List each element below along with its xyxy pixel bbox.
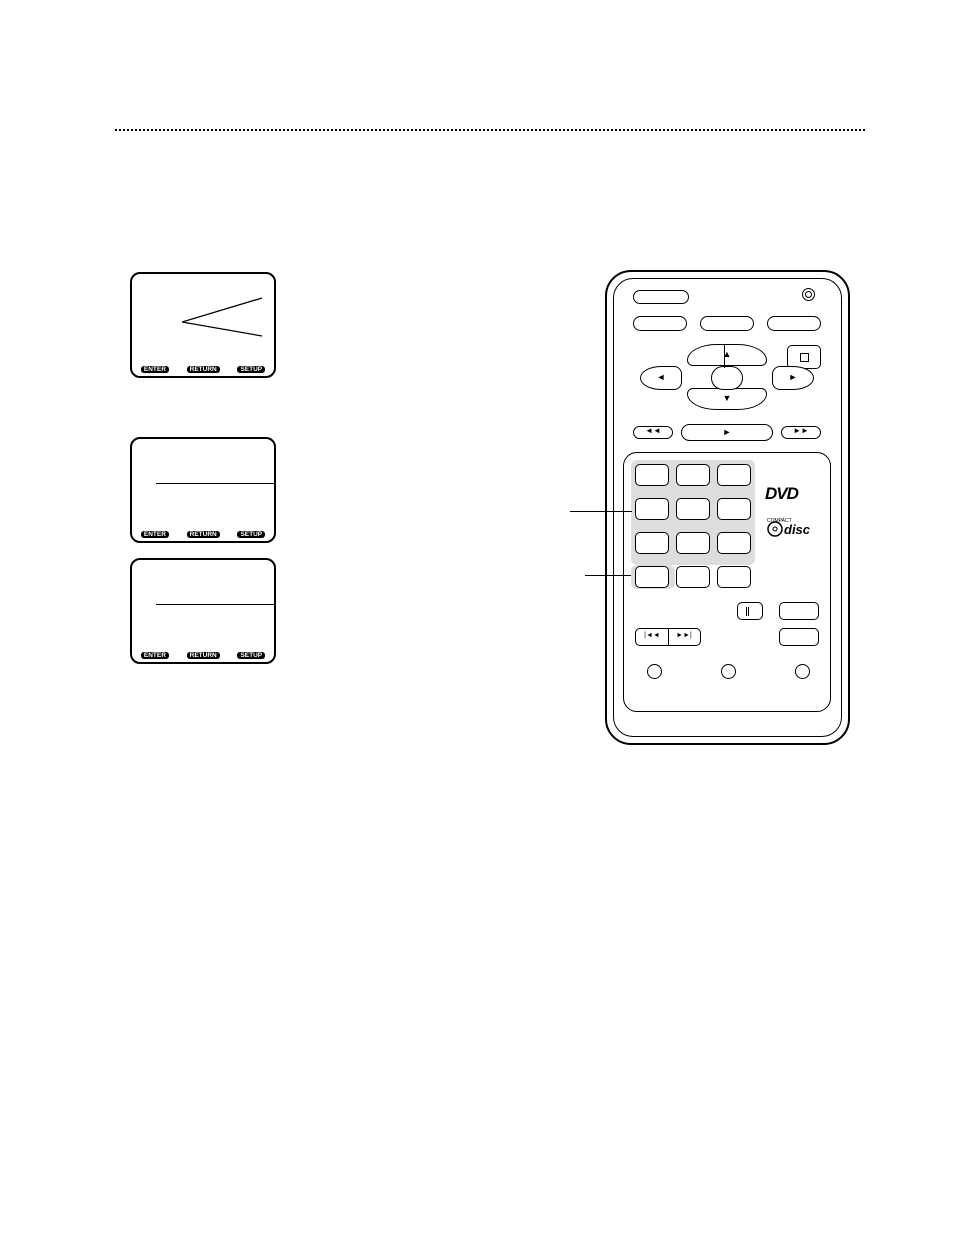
leader-dpad-vertical [724, 344, 725, 368]
dpad-center[interactable] [711, 366, 743, 390]
next-icon: ►►| [668, 632, 700, 639]
dpad-right[interactable]: ► [772, 366, 814, 390]
screen-footer: ENTER RETURN SETUP [132, 652, 274, 659]
up-arrow-icon: ▲ [688, 349, 766, 359]
dotted-divider [115, 129, 865, 131]
footer-enter: ENTER [141, 366, 169, 373]
footer-enter: ENTER [141, 652, 169, 659]
aux-btn-2[interactable] [717, 566, 751, 588]
footer-return: RETURN [187, 531, 220, 538]
footer-return: RETURN [187, 366, 220, 373]
dpad-up[interactable]: ▲ [687, 344, 767, 366]
ffwd-icon: ►► [782, 426, 820, 435]
play-icon: ► [682, 427, 772, 437]
tv-screen-2: ENTER RETURN SETUP [130, 437, 276, 543]
compact-disc-logo: COMPACT disc [765, 514, 819, 538]
num-3[interactable] [717, 464, 751, 486]
caret-indicator [182, 292, 272, 352]
eject-button[interactable] [802, 288, 815, 301]
ffwd-button[interactable]: ►► [781, 426, 821, 439]
footer-enter: ENTER [141, 531, 169, 538]
right-arrow-icon: ► [773, 372, 813, 382]
down-arrow-icon: ▼ [688, 393, 766, 403]
power-button[interactable] [633, 290, 689, 304]
num-7[interactable] [635, 532, 669, 554]
pause-button[interactable] [737, 602, 763, 620]
num-5[interactable] [676, 498, 710, 520]
play-button[interactable]: ► [681, 424, 773, 441]
remote-control: ▲ ▼ ◄ ► ◄◄ ► ►► DVD COMPACT disc [605, 270, 850, 745]
svg-text:disc: disc [784, 522, 811, 537]
rewind-button[interactable]: ◄◄ [633, 426, 673, 439]
tv-screen-1: ENTER RETURN SETUP [130, 272, 276, 378]
num-1[interactable] [635, 464, 669, 486]
leader-screen-3 [156, 604, 274, 605]
dpad-left[interactable]: ◄ [640, 366, 682, 390]
num-9[interactable] [717, 532, 751, 554]
prev-icon: |◄◄ [636, 632, 668, 639]
leader-clear [585, 575, 631, 576]
num-8[interactable] [676, 532, 710, 554]
leader-keypad [570, 511, 632, 512]
num-4[interactable] [635, 498, 669, 520]
skip-buttons[interactable]: |◄◄ ►►| [635, 628, 701, 646]
num-2[interactable] [676, 464, 710, 486]
footer-setup: SETUP [237, 652, 265, 659]
footer-return: RETURN [187, 652, 220, 659]
leader-screen-2 [156, 483, 274, 484]
screen-footer: ENTER RETURN SETUP [132, 366, 274, 373]
dpad-down[interactable]: ▼ [687, 388, 767, 410]
dvd-logo: DVD [765, 484, 798, 504]
bottom-dot-1[interactable] [647, 664, 662, 679]
aux-btn-1[interactable] [676, 566, 710, 588]
num-6[interactable] [717, 498, 751, 520]
top-pill-2[interactable] [700, 316, 754, 331]
bottom-dot-2[interactable] [721, 664, 736, 679]
footer-setup: SETUP [237, 366, 265, 373]
top-pill-3[interactable] [767, 316, 821, 331]
num-0[interactable] [635, 566, 669, 588]
rewind-icon: ◄◄ [634, 426, 672, 435]
left-arrow-icon: ◄ [641, 372, 681, 382]
footer-setup: SETUP [237, 531, 265, 538]
tv-screen-3: ENTER RETURN SETUP [130, 558, 276, 664]
screen-footer: ENTER RETURN SETUP [132, 531, 274, 538]
side-btn-1[interactable] [779, 602, 819, 620]
bottom-dot-3[interactable] [795, 664, 810, 679]
top-pill-1[interactable] [633, 316, 687, 331]
side-btn-2[interactable] [779, 628, 819, 646]
